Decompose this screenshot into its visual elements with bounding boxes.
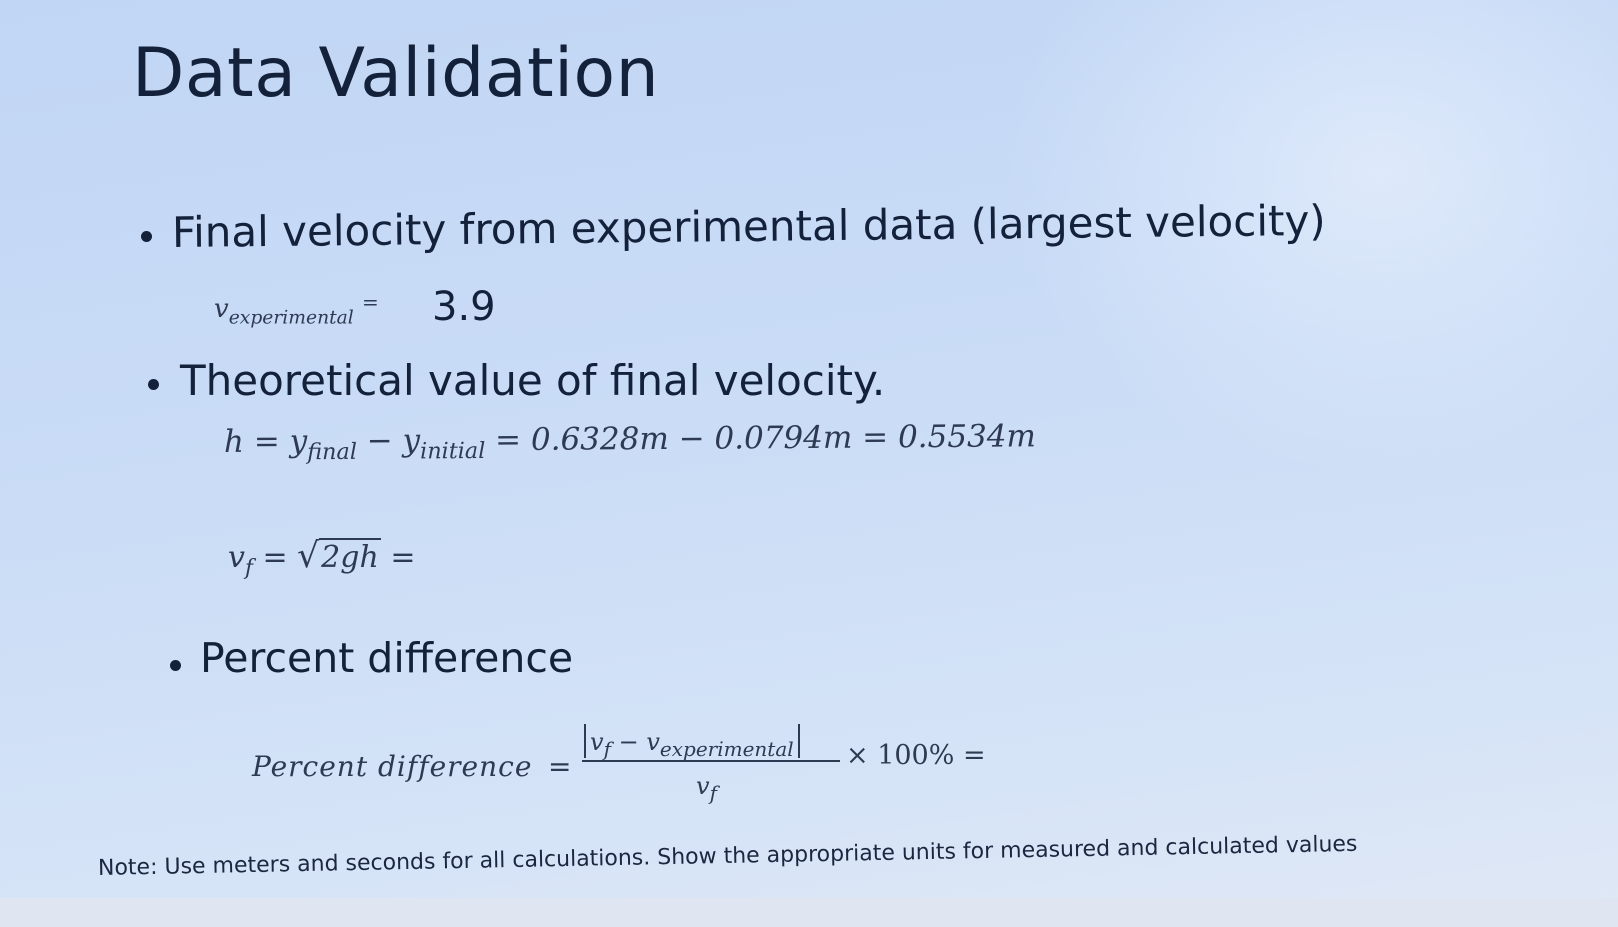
subscript-experimental: experimental [228, 307, 354, 329]
experimental-velocity-value: 3.9 [432, 284, 496, 330]
radical-sign: √ [297, 536, 320, 576]
equals-sign: = [252, 540, 298, 575]
radicand: 2gh [319, 538, 381, 575]
subscript-f: f [244, 555, 253, 581]
percent-numerator: vf − vexperimental [580, 724, 804, 761]
percent-difference-label: Percent difference [252, 750, 533, 783]
screen-bottom-edge [0, 898, 1618, 927]
v-symbol: v [696, 772, 710, 800]
subscript-initial: initial [420, 437, 486, 465]
h-lhs: h = [223, 423, 290, 460]
experimental-velocity-equation: vexperimental = [214, 290, 379, 329]
y-initial: y [402, 422, 421, 459]
minus-sign: − [610, 728, 647, 756]
height-equation: h = yfinal − yinitial = 0.6328m − 0.0794… [224, 418, 1036, 465]
subscript-final: final [307, 438, 358, 466]
minus-sign: − [356, 422, 403, 460]
abs-bar-left [584, 724, 586, 758]
equals-sign: = [362, 290, 379, 314]
subscript-f: f [603, 736, 611, 761]
v-symbol: v [646, 728, 660, 756]
bullet-dot [148, 379, 159, 390]
percent-denominator: vf [696, 772, 717, 805]
bullet-dot [170, 660, 181, 671]
footer-note: Note: Use meters and seconds for all cal… [97, 831, 1358, 881]
bullet-dot [141, 231, 152, 242]
bullet-percent-difference: Percent difference [200, 634, 574, 682]
subscript-experimental: experimental [659, 736, 794, 761]
percent-multiplier: × 100% = [846, 740, 986, 771]
subscript-f: f [709, 780, 717, 805]
bullet-final-velocity: Final velocity from experimental data (l… [171, 195, 1326, 257]
slide-title: Data Validation [132, 34, 660, 113]
final-velocity-equation: vf = √ 2gh = [228, 536, 416, 581]
v-symbol: v [590, 728, 604, 756]
abs-bar-right [797, 724, 800, 758]
y-final: y [289, 423, 308, 460]
v-symbol: v [228, 540, 245, 575]
percent-equals: = [548, 750, 572, 783]
square-root: √ 2gh [297, 536, 381, 576]
height-result: = 0.6328m − 0.0794m = 0.5534m [485, 418, 1037, 459]
fraction-bar [582, 760, 840, 762]
bullet-theoretical-velocity: Theoretical value of final velocity. [180, 356, 886, 405]
trailing-equals: = [380, 540, 416, 575]
v-symbol: v [214, 294, 229, 324]
